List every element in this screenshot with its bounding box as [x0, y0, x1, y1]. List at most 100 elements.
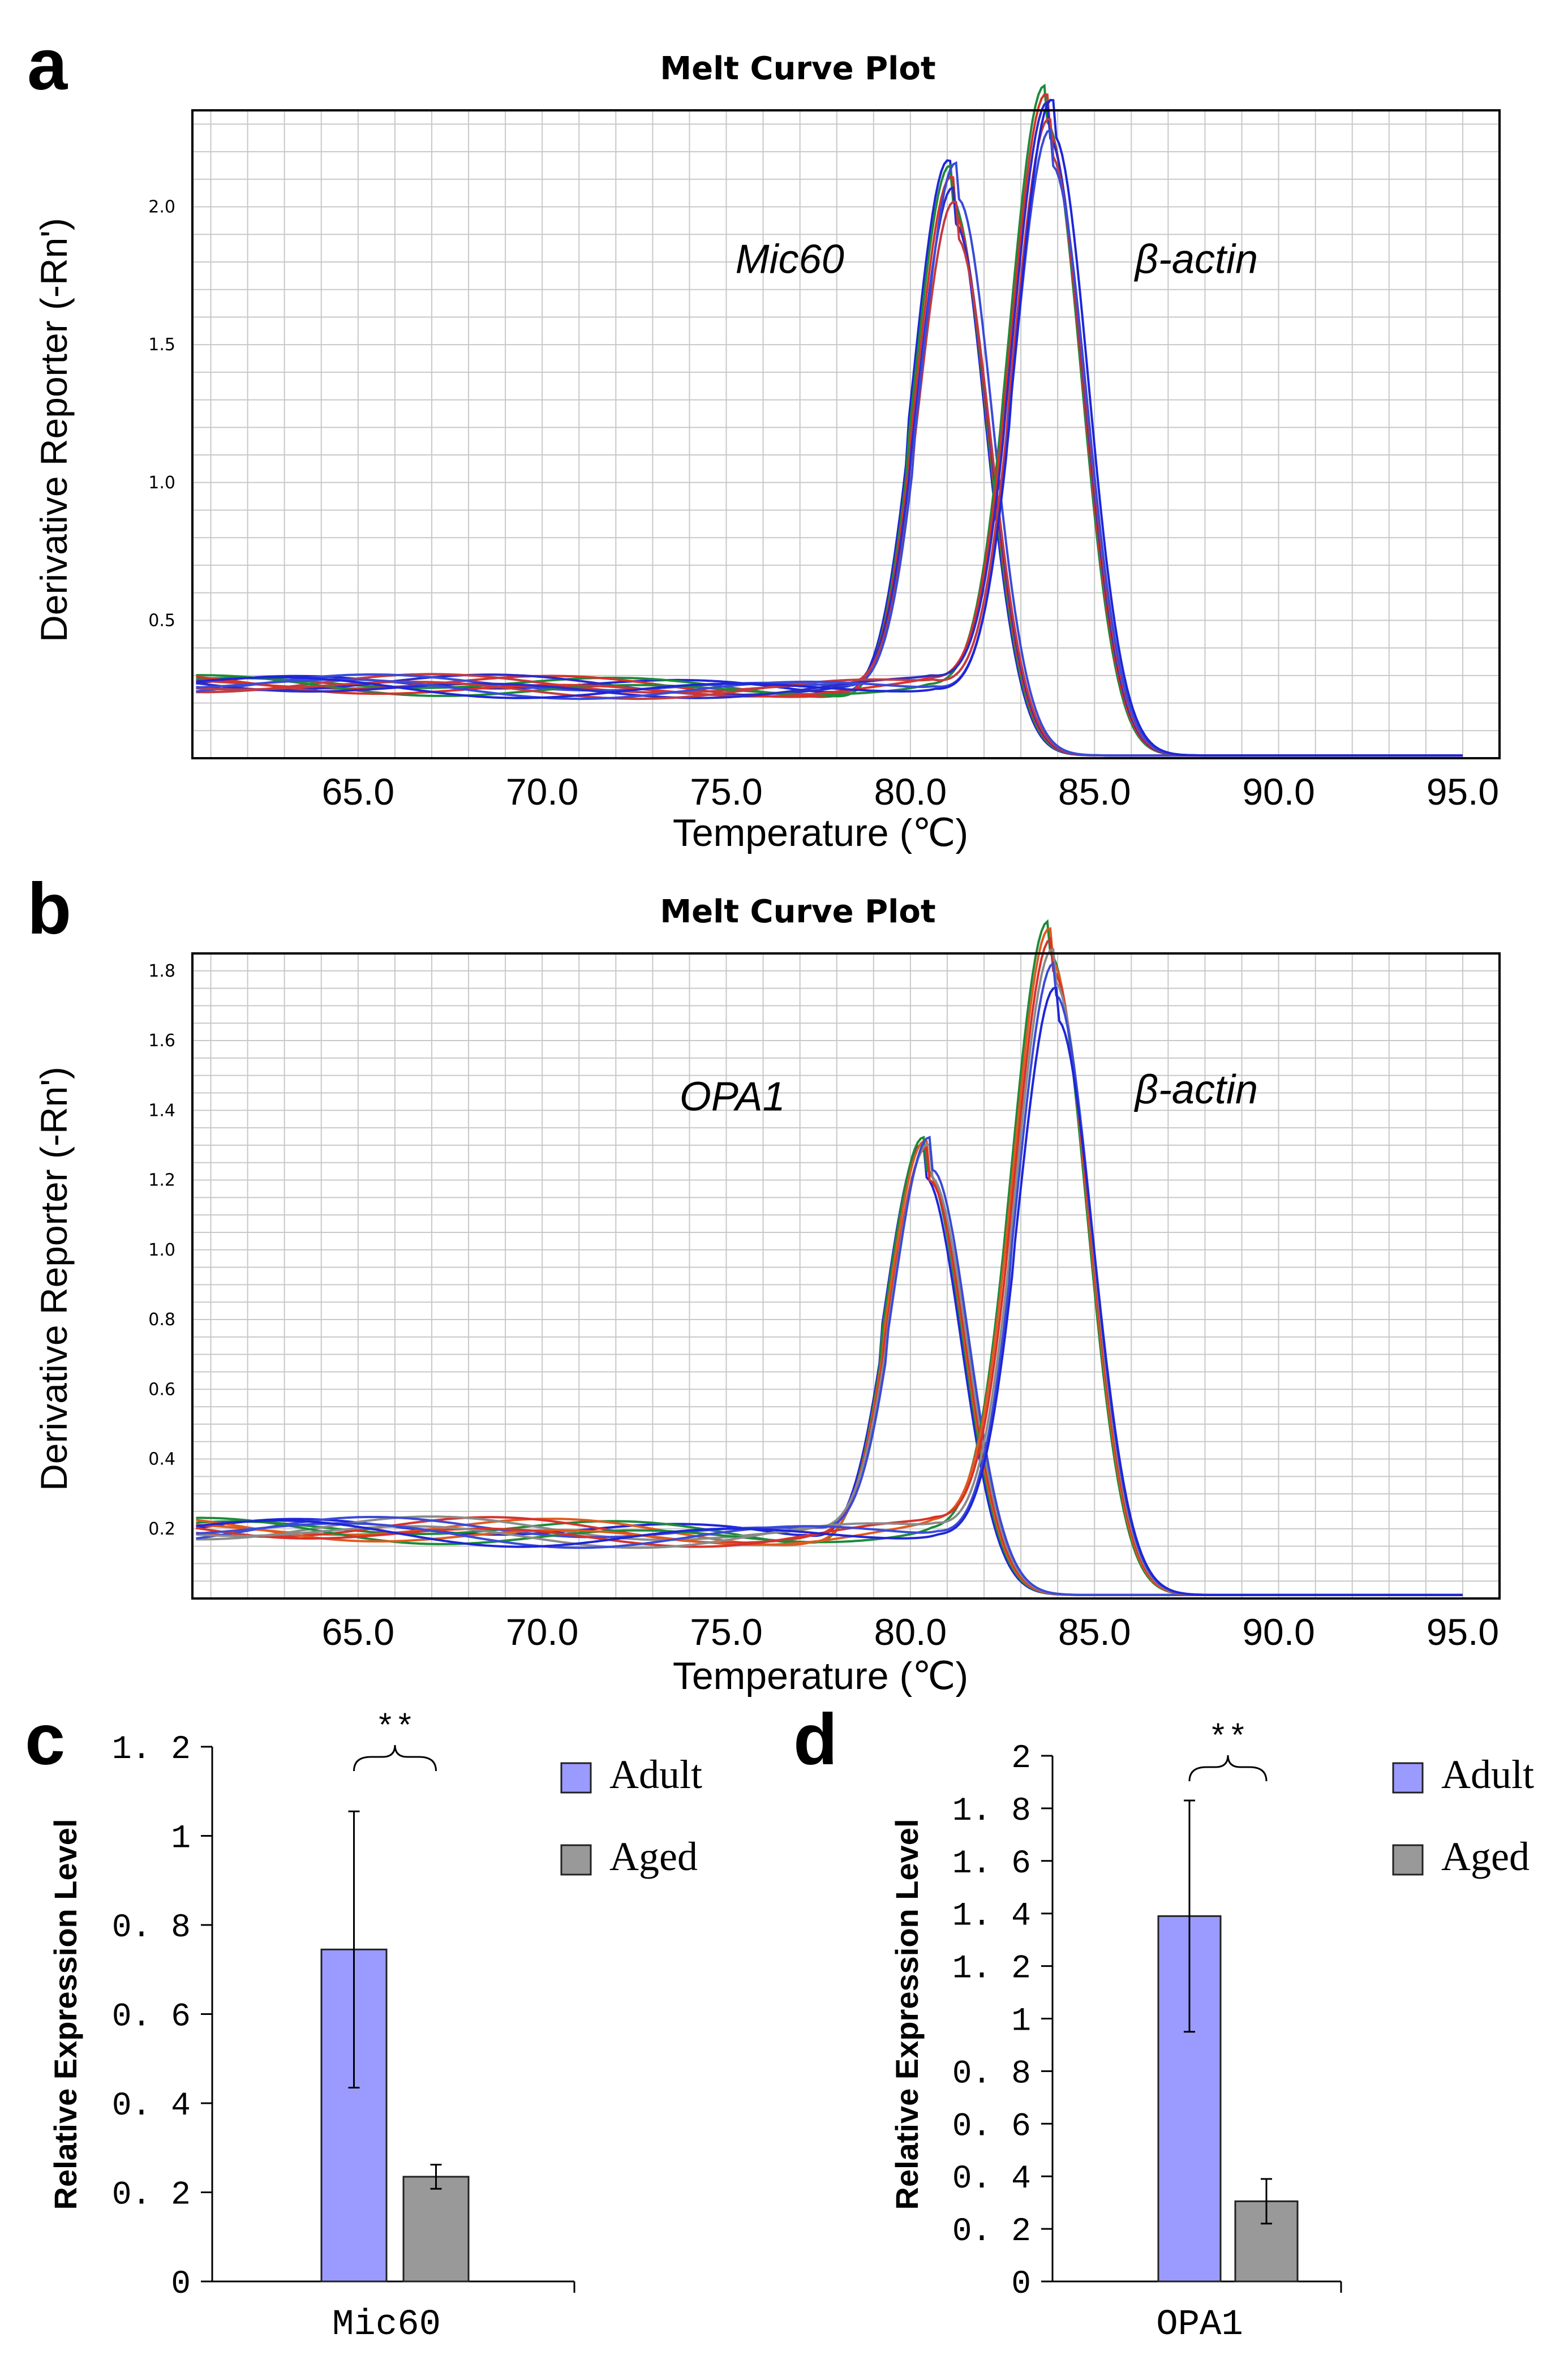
melt-curve-actin	[196, 128, 1463, 757]
y-tick-label: 1. 2	[952, 1951, 1031, 1988]
melt-curve-actin	[196, 118, 1463, 757]
legend-swatch-aged	[1392, 1844, 1424, 1876]
melt-curve-actin	[196, 98, 1463, 757]
y-tick-label: 1. 2	[112, 1731, 191, 1768]
x-tick-label: 70.0	[506, 1611, 578, 1653]
annotation-beta-actin-a: β-actin	[1134, 237, 1258, 282]
plot-frame-b	[191, 952, 1501, 1600]
panel-letter-b: b	[27, 869, 71, 949]
y-tick-label: 0. 8	[112, 1910, 191, 1946]
y-tick-label: 1. 6	[952, 1846, 1031, 1883]
x-tick-label: 75.0	[690, 1611, 762, 1653]
legend-label-aged: Aged	[1441, 1834, 1530, 1879]
y-tick-label: 0.8	[148, 1310, 175, 1330]
significance-brace	[1188, 1755, 1268, 1782]
x-tick-label: 90.0	[1242, 1611, 1314, 1653]
y-tick-label: 1.0	[148, 1240, 175, 1260]
bar-adult	[1157, 1915, 1222, 2283]
melt-curve-mic60	[196, 200, 1463, 757]
bars-d: **	[1157, 1721, 1299, 2283]
y-tick-label: 1. 8	[952, 1793, 1031, 1830]
ticks-b: 65.0 70.0 75.0 80.0 85.0 90.0 95.0 0.2 0.4 0.6 0.8…	[148, 961, 1499, 1653]
y-tick-label: 0.2	[148, 1519, 175, 1539]
legend-label-adult: Adult	[1441, 1752, 1534, 1797]
y-tick-label: 1.5	[148, 335, 175, 355]
y-tick-label: 0. 2	[952, 2214, 1031, 2250]
panel-letter-d: d	[793, 1699, 837, 1780]
x-tick-label: 85.0	[1058, 771, 1131, 813]
y-tick-label: 1.2	[148, 1171, 175, 1191]
curves-a	[196, 83, 1463, 757]
y-tick-label: 0.6	[148, 1380, 175, 1399]
significance-label: **	[1208, 1721, 1248, 1757]
bar-chart-c: Relative Expression Level 00. 20. 40. 60…	[48, 1711, 702, 2345]
x-tick-label: 90.0	[1242, 771, 1314, 813]
y-tick-label: 0. 6	[952, 2108, 1031, 2145]
x-tick-label: 65.0	[322, 1611, 394, 1653]
y-tick-label: 1	[171, 1821, 191, 1858]
ticks-d: 0 0. 2 0. 4 0. 6 0. 8 1 1. 2 1. 4 1. 6 1. 8 2	[952, 1741, 1342, 2303]
melt-curve-actin	[196, 100, 1463, 757]
y-axis-label-c: Relative Expression Level	[48, 1819, 83, 2210]
legend-swatch-adult	[1392, 1762, 1424, 1794]
chart-title-b: Melt Curve Plot	[660, 893, 935, 930]
y-axis-label-d: Relative Expression Level	[889, 1819, 925, 2210]
annotation-mic60: Mic60	[736, 237, 844, 282]
y-tick-label: 0. 2	[112, 2177, 191, 2214]
x-tick-label: 85.0	[1058, 1611, 1131, 1653]
y-tick-label: 2	[1011, 1741, 1031, 1777]
bar-chart-d: Relative Expression Level 00. 20. 40. 60…	[889, 1721, 1534, 2345]
y-axis-label-b: Derivative Reporter (-Rn')	[33, 1067, 75, 1491]
significance-brace	[353, 1744, 437, 1772]
significance-label: **	[375, 1711, 415, 1747]
y-tick-label: 0. 6	[112, 1999, 191, 2036]
legend-swatch-adult	[560, 1762, 592, 1794]
chart-title-a: Melt Curve Plot	[660, 50, 935, 87]
x-tick-label: 80.0	[874, 771, 947, 813]
ticks-c: 0 0. 2 0. 4 0. 6 0. 8 1 1. 2	[112, 1731, 575, 2303]
y-tick-label: 0	[1011, 2266, 1031, 2303]
panel-letter-c: c	[25, 1699, 65, 1780]
y-tick-label: 0. 8	[952, 2056, 1031, 2092]
bars-c: **	[320, 1711, 470, 2283]
y-tick-label: 1.8	[148, 961, 175, 981]
curves-b	[196, 919, 1463, 1596]
legend-c: Adult Aged	[560, 1752, 702, 1879]
annotation-beta-actin-b: β-actin	[1134, 1067, 1258, 1112]
y-tick-label: 1.6	[148, 1031, 175, 1051]
x-axis-label-a: Temperature (℃)	[673, 811, 968, 854]
x-tick-label: 65.0	[322, 771, 394, 813]
panel-letter-a: a	[27, 24, 68, 105]
melt-curve-actin	[196, 986, 1463, 1596]
ticks-a: 65.0 70.0 75.0 80.0 85.0 90.0 95.0 0.5 1.0 1.5 2.0	[148, 197, 1499, 813]
x-tick-label: 95.0	[1427, 771, 1499, 813]
y-tick-label: 2.0	[148, 197, 175, 217]
y-tick-label: 1.4	[148, 1101, 175, 1120]
melt-curve-actin	[196, 83, 1463, 757]
x-tick-label: 80.0	[874, 1611, 947, 1653]
y-tick-label: 1.0	[148, 473, 175, 493]
melt-curve-actin	[196, 927, 1463, 1596]
category-label-d: OPA1	[1156, 2305, 1243, 2345]
category-label-c: Mic60	[332, 2305, 441, 2345]
annotation-opa1: OPA1	[680, 1074, 785, 1119]
legend-swatch-aged	[560, 1844, 592, 1876]
y-tick-label: 0	[171, 2266, 191, 2303]
melt-curve-actin	[196, 948, 1463, 1596]
legend-label-aged: Aged	[609, 1834, 698, 1879]
bar-aged	[402, 2176, 470, 2283]
melt-curve-actin	[196, 93, 1463, 757]
legend-d: Adult Aged	[1392, 1752, 1534, 1879]
melt-curve-plot-a: Melt Curve Plot Derivative Reporter (-Rn…	[33, 50, 1501, 854]
x-tick-label: 95.0	[1427, 1611, 1499, 1653]
y-axis-label-a: Derivative Reporter (-Rn')	[33, 218, 75, 642]
y-tick-label: 0. 4	[112, 2088, 191, 2125]
y-tick-label: 0.5	[148, 611, 175, 630]
grid-b	[192, 953, 1500, 1598]
y-tick-label: 1	[1011, 2004, 1031, 2040]
legend-label-adult: Adult	[609, 1752, 702, 1797]
grid-a	[192, 110, 1500, 758]
x-tick-label: 75.0	[690, 771, 762, 813]
plot-frame-a	[191, 109, 1501, 759]
